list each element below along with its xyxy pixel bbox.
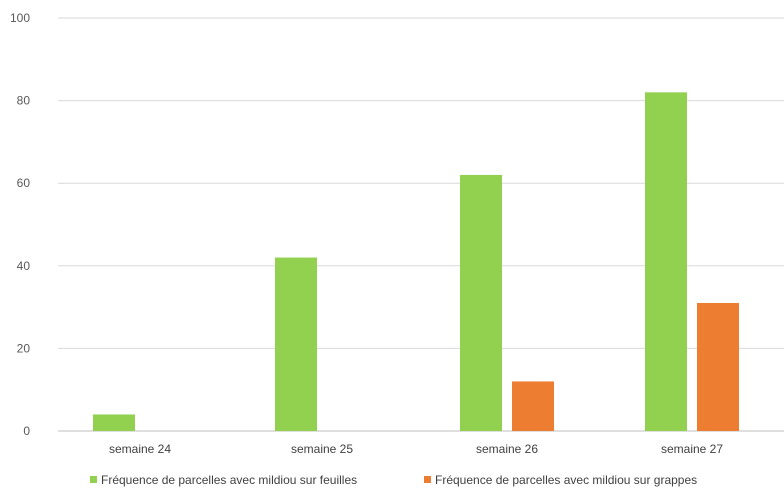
bar-feuilles-2 (460, 174, 502, 431)
x-axis-category-labels: semaine 24 semaine 25 semaine 26 semaine 27 (109, 442, 723, 456)
x-category-label: semaine 27 (661, 442, 723, 456)
y-tick-label: 80 (17, 94, 31, 108)
bar-feuilles-1 (275, 257, 317, 431)
bar-grappes-2 (512, 381, 554, 431)
x-category-label: semaine 25 (291, 442, 353, 456)
x-category-label: semaine 24 (109, 442, 171, 456)
y-tick-label: 100 (10, 11, 30, 25)
legend: Fréquence de parcelles avec mildiou sur … (90, 473, 697, 487)
y-tick-label: 60 (17, 176, 31, 190)
bars (93, 92, 739, 431)
legend-label: Fréquence de parcelles avec mildiou sur … (435, 473, 697, 487)
bar-feuilles-3 (645, 92, 687, 431)
legend-swatch (90, 476, 97, 483)
y-axis-tick-labels: 0 20 40 60 80 100 (10, 11, 30, 438)
bar-grappes-3 (697, 302, 739, 431)
legend-swatch (424, 476, 431, 483)
y-tick-label: 0 (23, 424, 30, 438)
y-tick-label: 20 (17, 341, 31, 355)
legend-label: Fréquence de parcelles avec mildiou sur … (101, 473, 357, 487)
y-tick-label: 40 (17, 259, 31, 273)
bar-feuilles-0 (93, 414, 135, 431)
x-category-label: semaine 26 (476, 442, 538, 456)
